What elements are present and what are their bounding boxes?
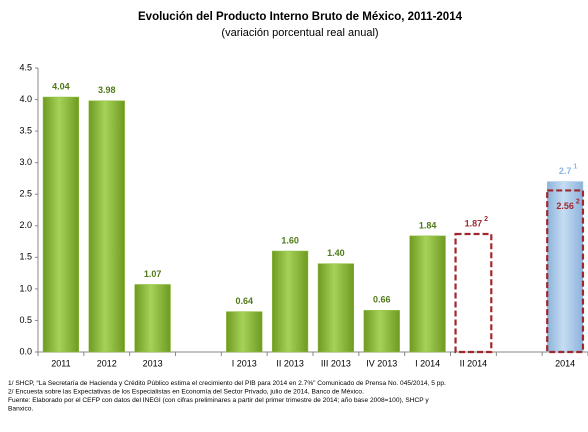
data-label: 1.07 [144,269,162,279]
y-tick-label: 1.0 [19,283,32,293]
y-tick-label: 4.5 [19,62,32,72]
x-tick-label: IV 2013 [366,358,397,368]
x-tick-label: I 2014 [415,358,440,368]
bar [88,100,125,353]
chart-subtitle: (variación porcentual real anual) [221,27,378,39]
x-tick-label: II 2013 [276,358,304,368]
y-tick-label: 3.0 [19,157,32,167]
bar [409,235,446,353]
x-tick-label: II 2014 [460,358,488,368]
data-label: 0.66 [373,295,391,305]
bar [363,310,400,353]
chart-title: Evolución del Producto Interno Bruto de … [138,11,463,23]
y-tick-label: 1.5 [19,252,32,262]
y-tick-label: 0.5 [19,315,32,325]
footnote: Fuente: Elaborado por el CEFP con datos … [8,397,429,404]
x-tick-label: 2011 [51,358,70,368]
footnote: Banxico. [8,405,33,412]
bar [134,284,171,353]
forecast-bar [454,232,493,354]
data-label: 1.60 [281,235,299,245]
data-label: 1.40 [327,248,345,258]
data-label: 1.84 [419,220,437,230]
footnote-mark: 2 [576,198,580,205]
y-tick-label: 2.0 [19,220,32,230]
data-label: 2.7 [559,166,572,176]
bar [271,250,309,353]
footnote: 1/ SHCP, “La Secretaría de Hacienda y Cr… [8,380,446,387]
y-tick-label: 0.0 [19,346,32,356]
y-tick-label: 2.5 [19,189,32,199]
y-tick-label: 4.0 [19,94,32,104]
bar [42,96,80,353]
bar [226,311,263,353]
x-tick-label: 2012 [97,358,117,368]
x-tick-label: 2013 [143,358,163,368]
data-label: 0.64 [235,296,253,306]
data-label: 1.87 [465,218,483,228]
bar [546,181,584,353]
data-label: 2.56 [556,201,574,211]
x-tick-label: 2014 [555,358,575,368]
footnote-mark: 2 [484,216,488,223]
bar [317,263,355,353]
x-tick-label: III 2013 [321,358,351,368]
footnote: 2/ Encuesta sobre las Expectativas de lo… [8,388,364,395]
footnote-mark: 1 [573,163,577,170]
y-tick-label: 3.5 [19,125,32,135]
data-label: 4.04 [52,81,70,91]
data-label: 3.98 [98,85,116,95]
x-tick-label: I 2013 [232,358,257,368]
